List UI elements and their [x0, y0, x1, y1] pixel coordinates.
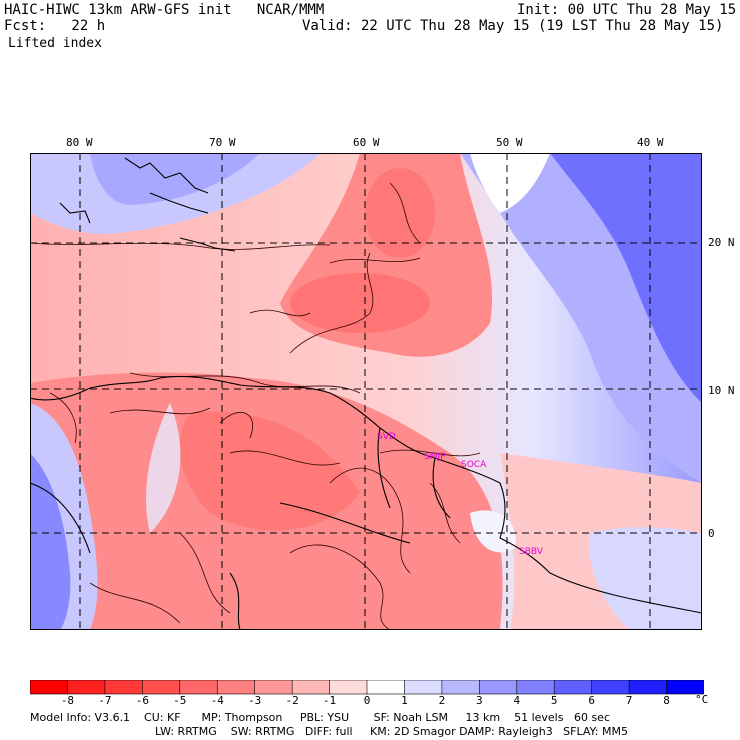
model-info-line1: Model Info: V3.6.1 CU: KF MP: Thompson P… [30, 711, 610, 724]
colorbar-box [104, 680, 144, 695]
map-border [30, 153, 702, 630]
colorbar-tick-label: 7 [625, 694, 633, 707]
colorbar-box [30, 680, 69, 695]
colorbar-box [553, 680, 593, 695]
lon-label-70w: 70 W [209, 136, 236, 149]
colorbar-tick-label: -7 [98, 694, 112, 707]
colorbar-box [142, 680, 181, 695]
station-sbbv: SBBV [519, 547, 543, 557]
colorbar-box [591, 680, 630, 695]
lon-label-40w: 40 W [637, 136, 664, 149]
colorbar-tick-label: 1 [401, 694, 408, 707]
stable-se [589, 527, 702, 630]
colorbar-box [254, 680, 293, 695]
colorbar [30, 680, 704, 695]
lat-label-10n: 10 N [708, 384, 735, 397]
unstable-land-core [179, 411, 360, 531]
lat-label-0: 0 [708, 527, 715, 540]
station-svd: SVD [377, 432, 396, 442]
lat-lon-grid [30, 153, 702, 630]
lat-label-20n: 20 N [708, 236, 735, 249]
valid-time: Valid: 22 UTC Thu 28 May 15 (19 LST Thu … [302, 18, 724, 34]
model-title: HAIC-HIWC 13km ARW-GFS init NCAR/MMM [4, 2, 325, 18]
colorbar-box [366, 680, 406, 695]
colorbar-tick-label: -6 [135, 694, 149, 707]
colorbar-box [441, 680, 481, 695]
colorbar-tick-label: 8 [663, 694, 670, 707]
stable-andes-core [30, 453, 71, 630]
coastlines [30, 157, 702, 630]
unstable-core-north [365, 168, 435, 258]
lifted-index-map: SVD SMJP SOCA SBBV [30, 153, 702, 630]
colorbar-tick-label: -8 [60, 694, 75, 707]
colorbar-box [179, 680, 219, 695]
colorbar-tick-label: 4 [513, 694, 521, 707]
station-soca: SOCA [461, 460, 487, 470]
colorbar-box [666, 680, 704, 695]
colorbar-box [404, 680, 443, 695]
colorbar-unit: °C [695, 693, 709, 706]
colorbar-tick-label: 6 [588, 694, 595, 707]
colorbar-box [216, 680, 256, 695]
neutral-strip [146, 403, 181, 533]
colorbar-tick-label: -5 [173, 694, 187, 707]
lon-label-50w: 50 W [496, 136, 523, 149]
colorbar-tick-label: 3 [476, 694, 483, 707]
colorbar-box [67, 680, 106, 695]
model-info-line2: LW: RRTMG SW: RRTMG DIFF: full KM: 2D Sm… [155, 725, 628, 738]
lon-label-60w: 60 W [353, 136, 380, 149]
field-name: Lifted index [8, 36, 102, 51]
neutral-ne [470, 153, 550, 213]
colorbar-box [479, 680, 518, 695]
colorbar-box [628, 680, 668, 695]
colorbar-box [516, 680, 556, 695]
colorbar-box [329, 680, 368, 695]
colorbar-tick-label: -3 [248, 694, 262, 707]
colorbar-boxes [30, 680, 704, 695]
unstable-core-inner [290, 273, 430, 333]
colorbar-tick-label: -2 [285, 694, 299, 707]
colorbar-tick-label: 5 [550, 694, 558, 707]
station-smjp: SMJP [424, 452, 446, 462]
init-time: Init: 00 UTC Thu 28 May 15 [517, 2, 737, 18]
stable-core-ne [550, 153, 702, 403]
forecast-hour: Fcst: 22 h [4, 18, 106, 34]
stable-core-nw [90, 153, 260, 205]
colorbar-box [291, 680, 331, 695]
colorbar-tick-label: -4 [210, 694, 224, 707]
colorbar-tick-label: 2 [438, 694, 446, 707]
lon-label-80w: 80 W [66, 136, 93, 149]
map-field-svg [30, 153, 702, 630]
colorbar-tick-label: -1 [322, 694, 337, 707]
colorbar-tick-label: 0 [363, 694, 371, 707]
